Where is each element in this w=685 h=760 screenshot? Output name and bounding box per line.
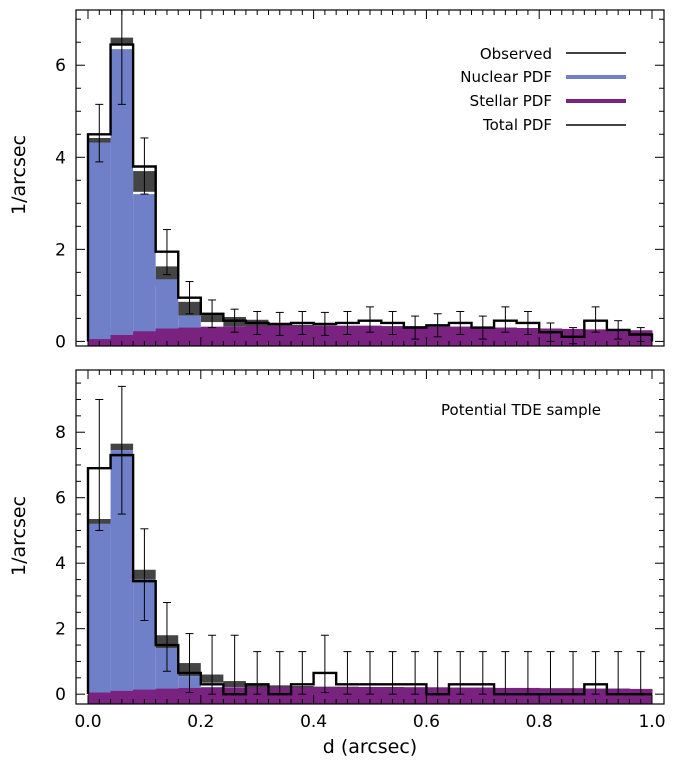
y-tick-label: 8	[55, 423, 66, 443]
stellar-pdf-bar	[584, 329, 608, 346]
y-tick-label: 0	[55, 685, 66, 705]
stellar-pdf-bar	[448, 326, 473, 346]
legend-label-nuclear-pdf: Nuclear PDF	[460, 68, 552, 86]
stellar-pdf-bar	[381, 687, 405, 704]
nuclear-pdf-bar	[88, 142, 111, 346]
stellar-pdf-bar	[133, 689, 157, 704]
sample-annotation: Potential TDE sample	[441, 401, 601, 419]
stellar-pdf-bar	[223, 687, 247, 704]
stellar-pdf-bar	[358, 325, 382, 346]
nuclear-pdf-bar	[133, 194, 156, 346]
legend: Observed Nuclear PDF Stellar PDF Total P…	[460, 45, 626, 134]
stellar-pdf-bar	[403, 687, 427, 704]
x-tick-label: 0.8	[526, 712, 553, 732]
stellar-pdf-bar	[88, 692, 112, 704]
legend-label-observed: Observed	[480, 45, 552, 63]
bottom-y-axis-title: 1/arcsec	[8, 496, 30, 576]
stellar-pdf-bar	[448, 687, 473, 704]
y-tick-label: 4	[55, 554, 66, 574]
x-tick-label: 0.6	[413, 712, 440, 732]
stellar-pdf-bar	[584, 688, 608, 704]
stellar-pdf-bar	[178, 327, 202, 346]
stellar-pdf-bar	[494, 687, 518, 704]
stellar-pdf-bar	[336, 687, 360, 704]
y-tick-label: 6	[55, 489, 66, 509]
top-y-axis-title: 1/arcsec	[8, 135, 30, 215]
stellar-pdf-bar	[313, 687, 337, 704]
y-tick-label: 2	[55, 620, 66, 640]
stellar-pdf-bar	[539, 688, 563, 704]
stellar-pdf-bar	[291, 325, 315, 346]
stellar-pdf-bar	[606, 688, 630, 704]
stellar-pdf-bar	[245, 325, 269, 346]
stellar-pdf-bar	[245, 687, 269, 704]
stellar-pdf-bar	[110, 690, 134, 704]
stellar-pdf-bar	[178, 687, 202, 704]
stellar-pdf-bar	[336, 325, 360, 346]
top-panel: 0 2 4 6	[55, 9, 665, 352]
y-tick-label: 2	[55, 240, 66, 260]
stellar-pdf-bar	[471, 687, 495, 704]
stellar-pdf-bar	[110, 334, 134, 346]
stellar-pdf-bar	[200, 687, 224, 704]
x-axis-title: d (arcsec)	[323, 736, 417, 758]
stellar-pdf-bar	[291, 687, 315, 704]
stellar-pdf-bar	[155, 328, 179, 346]
x-tick-label: 1.0	[638, 712, 665, 732]
nuclear-pdf-bar	[110, 49, 134, 346]
stellar-pdf-bar	[358, 687, 382, 704]
observed-histogram-line	[86, 453, 652, 696]
y-tick-label: 6	[55, 56, 66, 76]
stellar-pdf-bar	[133, 331, 157, 346]
x-tick-label: 0.0	[74, 712, 101, 732]
stellar-pdf-bar	[268, 687, 292, 704]
x-tick-label: 0.2	[187, 712, 214, 732]
stellar-pdf-bar	[155, 688, 179, 704]
nuclear-pdf-bar	[88, 523, 111, 704]
plot-area	[86, 385, 653, 704]
nuclear-pdf-bar	[110, 450, 134, 704]
y-tick-label: 0	[55, 332, 66, 352]
nuclear-pdf-bar	[313, 340, 337, 346]
stellar-pdf-bar	[629, 688, 653, 704]
stellar-pdf-bar	[494, 327, 518, 346]
nuclear-pdf-bar	[291, 340, 314, 346]
stellar-pdf-bar	[516, 687, 540, 704]
stellar-pdf-bar	[200, 326, 224, 346]
plot-area	[86, 10, 654, 346]
stellar-pdf-bar	[381, 326, 405, 346]
bottom-panel: 0.0 0.2 0.4 0.6 0.8 1.0 0 2 4 6 8	[55, 369, 666, 732]
legend-label-total-pdf: Total PDF	[482, 116, 552, 134]
stellar-pdf-bar	[426, 687, 450, 704]
stellar-pdf-bar	[561, 688, 585, 704]
stellar-pdf-bar	[223, 326, 247, 346]
x-tick-label: 0.4	[300, 712, 327, 732]
nuclear-pdf-bar	[133, 579, 156, 704]
legend-label-stellar-pdf: Stellar PDF	[470, 92, 552, 110]
stellar-pdf-bar	[516, 328, 540, 346]
y-tick-label: 4	[55, 148, 66, 168]
